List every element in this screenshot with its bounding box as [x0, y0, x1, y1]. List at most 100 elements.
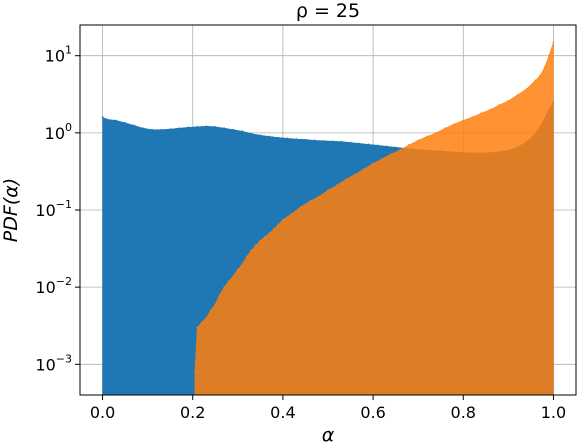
histogram-bin-point: [349, 141, 352, 144]
y-tick-base: 10: [35, 355, 55, 374]
histogram-bin-point: [232, 128, 235, 131]
histogram-bin-point: [169, 128, 171, 130]
histogram-bin-point: [187, 126, 190, 129]
histogram-bin-point: [268, 232, 271, 235]
histogram-bin-point: [354, 173, 356, 176]
histogram-bin-point: [101, 116, 104, 118]
histogram-bin-point: [385, 145, 388, 148]
histogram-bin-point: [218, 293, 221, 296]
histogram-bin-point: [390, 153, 392, 155]
y-tick-base: 10: [45, 124, 65, 143]
histogram-bin-point: [331, 140, 334, 142]
histogram-bin-point: [548, 54, 550, 57]
y-tick-label: 101: [45, 44, 72, 66]
histogram-bin-point: [223, 127, 226, 129]
histogram-bin-point: [246, 255, 248, 258]
histogram-bin-point: [115, 119, 117, 122]
histogram-bin-point: [214, 125, 217, 128]
histogram-series-2: [194, 41, 555, 396]
histogram-bin-point: [196, 326, 199, 329]
histogram-bin-point: [480, 112, 483, 114]
histogram-bin-point: [516, 94, 519, 96]
histogram-bin-point: [552, 41, 555, 43]
x-axis-ticks: 0.0 0.2 0.4 0.6 0.8 1.0: [90, 395, 566, 422]
y-tick-base: 10: [45, 47, 65, 66]
histogram-bin-point: [214, 303, 217, 306]
histogram-bin-point: [444, 127, 447, 129]
histogram-bin-point: [268, 135, 271, 138]
histogram-bin-point: [489, 108, 492, 111]
histogram-bin-point: [259, 239, 262, 242]
histogram-bin-point: [273, 228, 275, 230]
y-axis-label: PDF(α): [0, 178, 22, 242]
histogram-bin-point: [327, 189, 329, 192]
histogram-bin-point: [250, 132, 253, 135]
histogram-bin-point: [286, 137, 289, 140]
histogram-bin-point: [471, 116, 474, 118]
histogram-bin-point: [322, 139, 325, 142]
histogram-bin-point: [300, 206, 302, 208]
y-tick-label: 10−3: [35, 352, 72, 374]
x-tick-label: 0.4: [270, 403, 295, 422]
histogram-bin-point: [205, 317, 208, 319]
y-tick-base: 10: [35, 201, 55, 220]
histogram-bin-point: [291, 212, 293, 215]
histogram-bin-point: [237, 268, 239, 271]
histogram-bin-point: [394, 146, 397, 149]
x-tick-label: 0.0: [90, 403, 115, 422]
histogram-bin-point: [124, 122, 126, 124]
histogram-bin-point: [345, 178, 347, 181]
histogram-bin-point: [358, 142, 361, 145]
histogram-bin-point: [534, 79, 537, 82]
histogram-bin-point: [498, 104, 501, 106]
y-tick-exponent: −2: [56, 275, 72, 288]
x-tick-label: 0.8: [451, 403, 476, 422]
histogram-bin-point: [399, 149, 401, 151]
histogram-bin-point: [543, 66, 546, 69]
histogram-bin-point: [223, 286, 226, 288]
histogram-bin-point: [525, 88, 528, 90]
histogram-bin-point: [282, 218, 284, 221]
histogram-bin-point: [295, 138, 298, 140]
chart-title: ρ = 25: [296, 0, 360, 22]
histogram-bin-point: [376, 144, 379, 147]
histogram-bin-point: [507, 100, 510, 102]
histogram-bin-point: [196, 125, 199, 128]
histogram-bin-point: [277, 136, 280, 139]
histogram-bin-point: [142, 127, 144, 129]
histogram-bin-point: [241, 263, 244, 265]
x-tick-label: 1.0: [541, 403, 566, 422]
histogram-bin-point: [200, 321, 203, 324]
histogram-bin-point: [194, 370, 196, 373]
histogram-bin-point: [133, 124, 135, 127]
y-tick-exponent: 0: [65, 121, 72, 134]
histogram-bin-point: [255, 244, 257, 246]
series-layer: [101, 41, 555, 396]
histogram-bin-point: [435, 132, 438, 134]
histogram-bin-point: [336, 184, 338, 186]
histogram-bin-point: [228, 280, 230, 282]
histogram-bin-point: [539, 74, 541, 77]
y-tick-label: 10−1: [35, 198, 72, 220]
histogram-bin-point: [259, 134, 262, 137]
x-axis-label: α: [322, 424, 335, 443]
histogram-bin-point: [264, 235, 266, 238]
histogram-bin-point: [367, 143, 370, 146]
histogram-bin-point: [408, 144, 410, 146]
y-tick-exponent: −1: [56, 198, 72, 211]
histogram-bin-point: [209, 309, 212, 312]
histogram-bin-point: [232, 275, 235, 277]
histogram-bin-point: [381, 158, 383, 160]
histogram-bin-point: [318, 195, 320, 198]
y-tick-label: 100: [45, 121, 72, 143]
x-tick-label: 0.2: [180, 403, 205, 422]
histogram-bin-point: [309, 200, 311, 203]
histogram-bin-point: [417, 139, 419, 142]
y-tick-exponent: 1: [65, 44, 72, 57]
histogram-bin-point: [304, 138, 307, 141]
histogram-bin-point: [106, 118, 108, 121]
histogram-bin-point: [453, 123, 456, 125]
histogram-area-series-2: [194, 42, 554, 396]
